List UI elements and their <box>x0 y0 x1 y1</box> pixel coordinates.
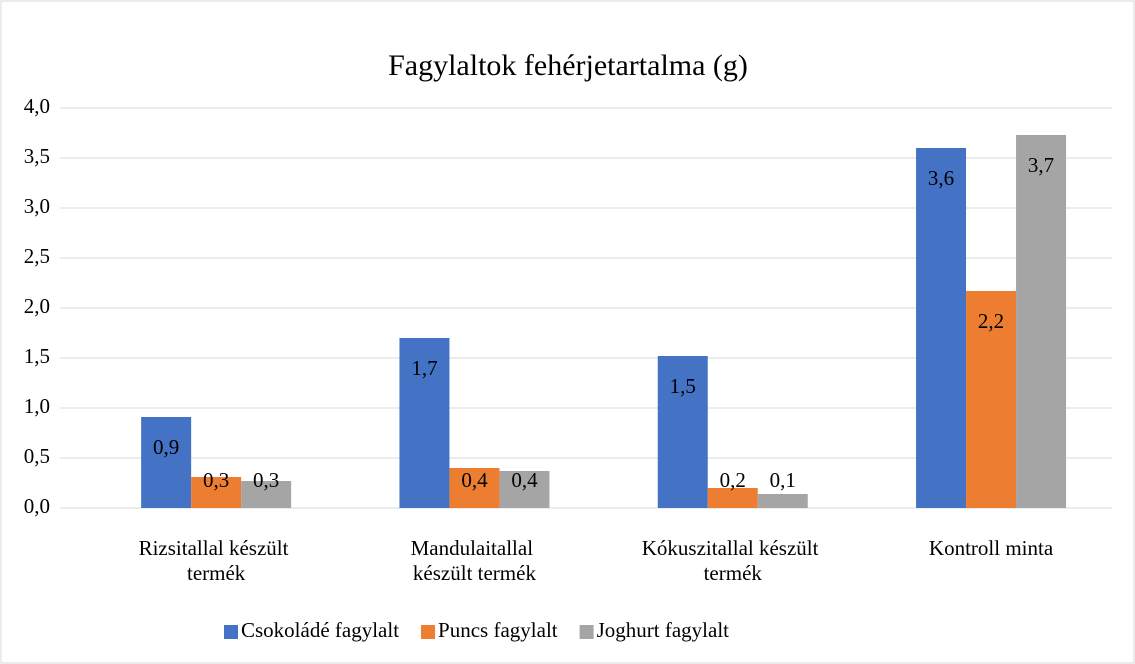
legend-swatch <box>421 625 436 639</box>
bar <box>449 468 500 508</box>
legend-swatch <box>579 625 594 639</box>
bar <box>499 471 550 508</box>
bar <box>241 481 292 508</box>
y-tick-label: 2,5 <box>24 244 50 268</box>
data-label: 3,7 <box>1028 153 1054 177</box>
bar <box>141 417 192 508</box>
y-tick-label: 0,0 <box>24 494 50 518</box>
y-tick-label: 4,0 <box>24 94 50 118</box>
data-label: 1,5 <box>670 374 696 398</box>
x-tick-label: Rizsitallal készült termék <box>139 536 294 585</box>
x-tick-label: Kókuszitallal készült termék <box>642 536 824 585</box>
y-tick-label: 2,0 <box>24 294 50 318</box>
bar <box>191 477 242 508</box>
x-tick-label: Mandulaitallal készült termék <box>411 536 539 585</box>
bar <box>757 494 808 508</box>
data-label: 0,3 <box>253 468 279 492</box>
legend-label: Csokoládé fagylalt <box>241 618 399 642</box>
legend-swatch <box>224 625 238 639</box>
data-label: 1,7 <box>411 356 437 380</box>
bar <box>399 338 450 508</box>
bar <box>657 356 708 508</box>
x-tick-label: Kontroll minta <box>929 536 1054 560</box>
bar <box>966 291 1017 508</box>
data-label: 2,2 <box>978 309 1004 333</box>
bar <box>916 148 967 508</box>
bar <box>707 488 758 508</box>
data-label: 0,2 <box>720 468 746 492</box>
data-label: 3,6 <box>928 166 954 190</box>
data-label: 0,3 <box>203 468 229 492</box>
y-tick-label: 3,0 <box>24 194 50 218</box>
y-tick-label: 0,5 <box>24 444 50 468</box>
chart-title: Fagylaltok fehérjetartalma (g) <box>388 49 748 82</box>
bar <box>1016 135 1067 508</box>
data-label: 0,4 <box>511 468 538 492</box>
legend-label: Puncs fagylalt <box>438 618 558 642</box>
data-label: 0,1 <box>770 468 796 492</box>
y-tick-label: 3,5 <box>24 144 50 168</box>
legend-label: Joghurt fagylalt <box>597 618 730 642</box>
data-label: 0,9 <box>153 435 179 459</box>
y-tick-label: 1,0 <box>24 394 50 418</box>
y-tick-label: 1,5 <box>24 344 50 368</box>
data-label: 0,4 <box>461 468 488 492</box>
